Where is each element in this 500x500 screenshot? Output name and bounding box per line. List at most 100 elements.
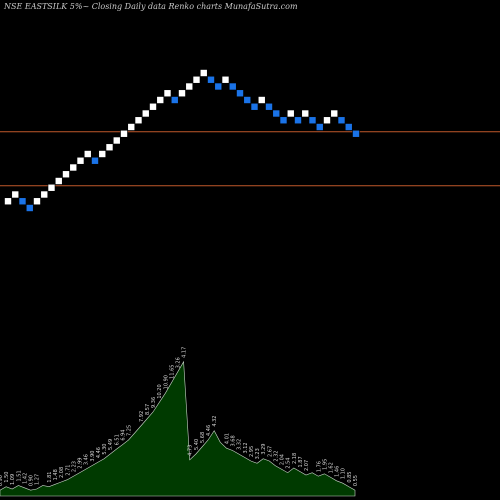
volume-area — [0, 360, 356, 497]
renko-brick — [272, 109, 281, 118]
volume-label: 4.01 — [224, 433, 230, 444]
volume-label: 1.81 — [47, 472, 53, 483]
renko-brick — [207, 75, 215, 84]
volume-label: 3.46 — [84, 454, 90, 465]
volume-label: 4.17 — [182, 347, 188, 358]
volume-label: 2.07 — [304, 460, 310, 471]
volume-label: 5.30 — [102, 444, 108, 455]
volume-label: 2.54 — [286, 458, 292, 469]
renko-brick — [62, 170, 70, 179]
volume-label: 5.49 — [108, 439, 114, 450]
volume-label: 5.40 — [194, 439, 200, 450]
renko-brick — [134, 116, 143, 125]
volume-label: 3.29 — [261, 444, 267, 455]
renko-brick — [83, 150, 92, 158]
renko-brick — [163, 89, 172, 98]
renko-brick — [47, 183, 56, 192]
volume-label: 1.27 — [35, 474, 41, 485]
volume-label: 2.32 — [273, 451, 279, 462]
volume-label: 3.23 — [255, 448, 261, 459]
renko-brick — [250, 102, 259, 111]
renko-brick — [330, 109, 339, 118]
renko-brick — [98, 150, 107, 158]
volume-label: 3.90 — [90, 451, 96, 462]
renko-brick — [199, 69, 208, 77]
renko-brick — [91, 156, 99, 165]
volume-label: 5.68 — [200, 432, 206, 443]
volume-label: 4.46 — [206, 425, 212, 436]
renko-brick — [25, 204, 34, 212]
renko-brick — [54, 177, 63, 185]
volume-label: 1.48 — [53, 469, 59, 480]
renko-brick — [170, 96, 179, 104]
volume-label: 1.42 — [22, 473, 28, 484]
renko-brick — [192, 75, 201, 84]
volume-label: 1.46 — [335, 466, 341, 477]
renko-brick — [185, 82, 194, 91]
renko-brick — [11, 190, 20, 199]
volume-label: 2.23 — [71, 461, 77, 472]
renko-brick — [105, 143, 114, 152]
volume-label: 4.46 — [96, 447, 102, 458]
volume-label: 4.32 — [212, 416, 218, 427]
volume-label: 10.90 — [163, 375, 169, 389]
renko-brick — [286, 109, 295, 118]
volume-label: 3.32 — [237, 439, 243, 450]
renko-brick — [69, 163, 78, 172]
volume-label: 9.36 — [151, 397, 157, 408]
volume-label: 3.12 — [243, 442, 249, 453]
renko-brick — [323, 116, 331, 125]
renko-brick — [76, 156, 85, 165]
chart-title: NSE EASTSILK 5%~ Closing Daily data Renk… — [4, 2, 298, 11]
volume-label: 2.71 — [65, 465, 71, 476]
renko-brick — [236, 89, 244, 98]
renko-brick — [221, 75, 230, 84]
renko-bricks — [4, 69, 360, 212]
volume-label: 7.25 — [127, 425, 133, 436]
volume-label: 0.55 — [353, 475, 359, 486]
volume-label: 2.67 — [267, 446, 273, 457]
volume-label: 3.68 — [231, 435, 237, 446]
volume-label: 6.51 — [114, 434, 120, 445]
renko-brick — [156, 96, 165, 104]
renko-brick — [228, 82, 237, 91]
renko-brick — [127, 123, 136, 131]
renko-brick — [33, 197, 41, 206]
renko-brick — [112, 136, 121, 145]
volume-label: 7.92 — [139, 411, 145, 422]
volume-label: 1.50 — [4, 472, 10, 483]
volume-label: 0.90 — [0, 475, 4, 486]
volume-label: 2.04 — [280, 454, 286, 465]
renko-brick — [337, 116, 346, 125]
volume-label: 2.08 — [59, 467, 65, 478]
volume-label: 0.85 — [347, 472, 353, 483]
renko-brick — [149, 102, 157, 111]
renko-brick — [301, 109, 310, 118]
volume-area-path — [0, 360, 356, 497]
volume-label: 3.26 — [176, 357, 182, 368]
volume-label: 2.18 — [292, 453, 298, 464]
volume-label: 1.62 — [329, 462, 335, 473]
volume-label: 6.94 — [120, 430, 126, 441]
volume-label: 10.20 — [157, 384, 163, 398]
renko-brick — [178, 89, 186, 98]
renko-brick — [141, 109, 150, 118]
volume-label: 0.90 — [29, 475, 35, 486]
volume-label: 1.51 — [16, 470, 22, 481]
renko-brick — [4, 197, 12, 206]
renko-brick — [352, 129, 360, 138]
volume-label: 2.99 — [78, 458, 84, 469]
renko-brick — [18, 197, 27, 206]
volume-label: 1.10 — [341, 468, 347, 479]
renko-brick — [315, 123, 324, 131]
volume-label: 1.87 — [298, 456, 304, 467]
volume-labels: 0.90 1.50 1.09 1.51 1.42 0.90 1.27 1.81 1.48 2.08… — [0, 347, 359, 486]
horizontal-levels — [0, 131, 500, 187]
renko-brick — [257, 96, 266, 104]
renko-brick — [243, 96, 252, 104]
renko-brick — [344, 123, 353, 131]
volume-label: 1.95 — [322, 459, 328, 470]
volume-label: 8.57 — [145, 404, 151, 415]
renko-brick — [294, 116, 302, 125]
